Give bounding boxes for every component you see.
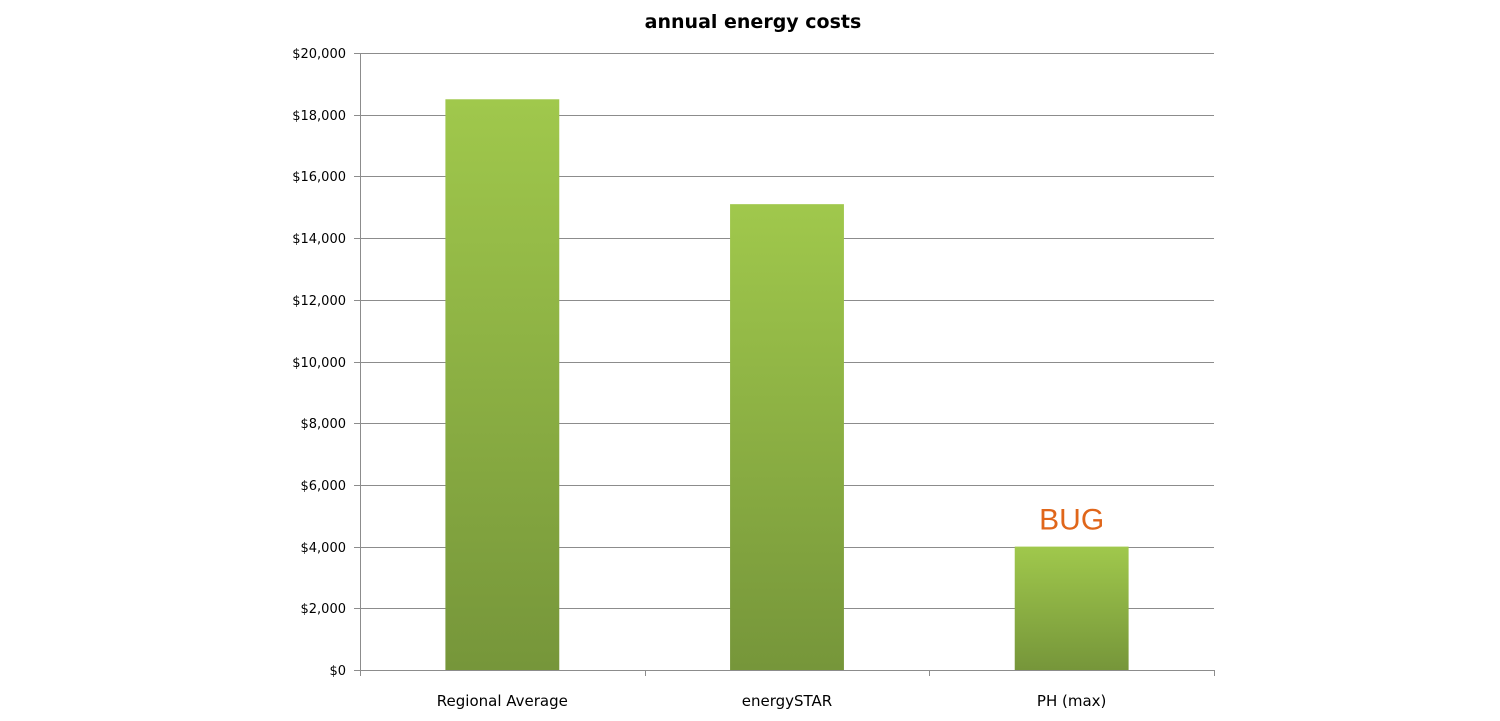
- bar: [1014, 546, 1129, 670]
- y-tick-label: $0: [329, 664, 346, 679]
- y-tick-label: $2,000: [301, 602, 347, 617]
- bar: [445, 99, 560, 670]
- y-tick-label: $10,000: [292, 356, 346, 371]
- y-tick-label: $4,000: [301, 541, 347, 556]
- x-category-label: energySTAR: [742, 692, 832, 710]
- axes: [354, 53, 1215, 676]
- annotations: BUG: [1039, 504, 1104, 537]
- y-tick-label: $16,000: [292, 170, 346, 185]
- y-tick-label: $20,000: [292, 47, 346, 62]
- y-tick-label: $6,000: [301, 479, 347, 494]
- annotation-label: BUG: [1039, 504, 1104, 537]
- x-category-labels: Regional Average energySTAR PH (max): [437, 692, 1107, 710]
- x-category-label: PH (max): [1037, 692, 1106, 710]
- bars: [445, 99, 1129, 671]
- y-tick-label: $18,000: [292, 109, 346, 124]
- y-tick-label: $14,000: [292, 232, 346, 247]
- y-tick-label: $8,000: [301, 417, 347, 432]
- y-tick-labels: $0 $2,000 $4,000 $6,000 $8,000 $10,000 $12,000…: [292, 47, 346, 679]
- bar: [730, 204, 844, 671]
- y-tick-label: $12,000: [292, 294, 346, 309]
- chart-title: annual energy costs: [645, 11, 862, 33]
- x-category-label: Regional Average: [437, 692, 568, 710]
